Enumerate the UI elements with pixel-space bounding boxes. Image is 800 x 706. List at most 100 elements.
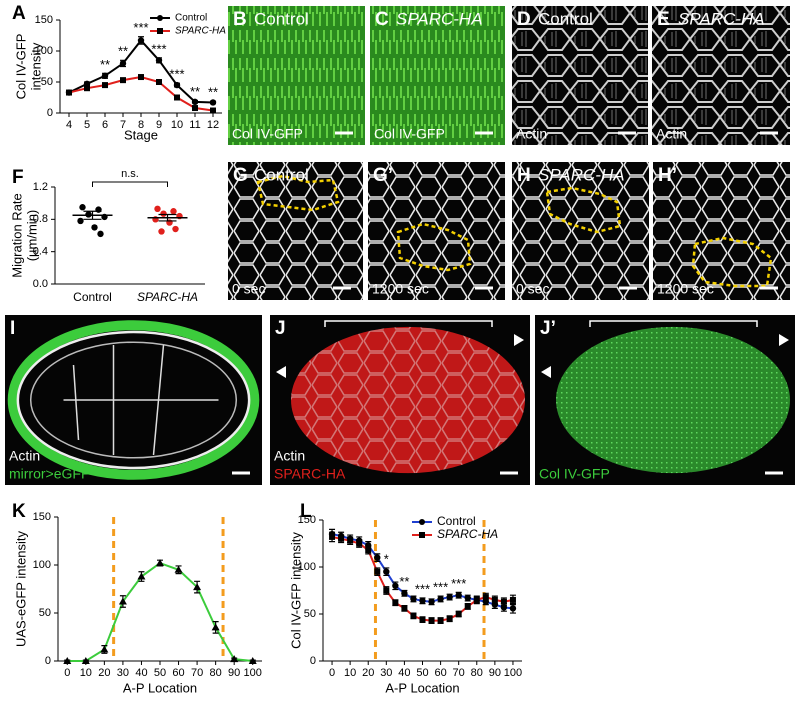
y-tick-label: 0.4 <box>33 246 48 258</box>
panel-letter: G’ <box>373 165 393 186</box>
panel-letter: J’ <box>540 318 556 339</box>
marker <box>383 568 390 575</box>
panel-caption: Actin <box>9 448 40 464</box>
arrowhead <box>514 334 524 346</box>
marker <box>210 107 216 114</box>
panel-title: SPARC-HA <box>396 9 483 28</box>
significance: *** <box>151 41 166 56</box>
marker <box>155 57 163 64</box>
marker <box>84 85 90 92</box>
marker <box>464 603 471 610</box>
x-tick-label: 12 <box>207 119 219 131</box>
x-tick-label: 90 <box>489 667 501 679</box>
significance: *** <box>433 580 448 595</box>
marker <box>173 81 181 89</box>
marker <box>156 79 162 85</box>
image-texture <box>228 162 363 300</box>
y-tick-label: 100 <box>35 45 53 57</box>
marker <box>401 590 408 597</box>
legend-marker <box>157 15 163 21</box>
marker <box>66 89 72 96</box>
y-tick-label: 150 <box>298 514 316 526</box>
panel-letter: G <box>233 165 248 186</box>
panel-caption: mirror>eGFP <box>9 466 90 482</box>
marker <box>410 612 417 619</box>
data-point <box>170 208 177 215</box>
data-point <box>158 228 165 235</box>
egg-outline-green <box>7 320 260 480</box>
marker <box>428 617 435 624</box>
marker <box>174 565 183 573</box>
marker <box>482 594 489 601</box>
x-tick-label: 6 <box>102 119 108 131</box>
x-tick-label: 70 <box>453 667 465 679</box>
egg <box>556 326 790 474</box>
marker <box>81 657 90 664</box>
panel-letter: K <box>12 501 26 522</box>
y-tick-label: 0.8 <box>33 213 48 225</box>
sem-bar <box>158 213 177 222</box>
marker <box>410 595 417 603</box>
marker <box>455 611 462 617</box>
panel-caption: Actin <box>516 126 547 142</box>
legend-marker <box>419 519 425 525</box>
marker <box>446 615 453 622</box>
marker <box>392 582 399 589</box>
significance: ** <box>190 84 200 99</box>
panel-letter: J <box>275 318 286 339</box>
marker <box>329 533 336 540</box>
x-tick-label: 40 <box>398 667 410 679</box>
marker <box>500 598 507 605</box>
marker <box>174 94 180 101</box>
x-axis-label: Stage <box>124 127 158 142</box>
marker <box>101 72 109 80</box>
sem-bar <box>83 210 102 220</box>
marker <box>401 605 408 612</box>
significance: ** <box>118 44 128 59</box>
significance: *** <box>169 67 184 82</box>
egg-cells <box>291 326 525 474</box>
y-tick-label: 0 <box>310 655 316 667</box>
significance: *** <box>133 20 148 35</box>
marker <box>338 535 345 542</box>
y-tick-label: 50 <box>41 76 53 88</box>
marker <box>464 594 471 602</box>
data-point <box>97 230 104 238</box>
panel-letter: B <box>233 9 247 30</box>
image-texture <box>512 6 648 145</box>
significance: * <box>384 551 389 566</box>
marker <box>248 657 257 664</box>
marker <box>191 98 199 106</box>
panel-letter: L <box>300 501 312 522</box>
x-tick-label: 9 <box>156 119 162 131</box>
x-tick-label: 20 <box>98 667 110 679</box>
y-tick-label: 0 <box>45 655 51 667</box>
marker <box>419 597 426 605</box>
legend-marker <box>419 532 425 538</box>
marker <box>156 559 164 567</box>
x-tick-label: 10 <box>344 667 356 679</box>
arrowhead <box>276 366 286 378</box>
marker <box>446 593 453 601</box>
marker <box>138 74 144 81</box>
x-tick-label: 80 <box>210 667 222 679</box>
x-tick-label: 4 <box>66 119 72 131</box>
image-background <box>370 6 505 145</box>
x-tick-label: 70 <box>191 667 203 679</box>
y-tick-label: 50 <box>39 607 51 619</box>
x-tick-label: 100 <box>244 667 262 679</box>
y-axis-label: Migration Rate <box>9 193 24 278</box>
x-tick-label: 80 <box>471 667 483 679</box>
arrowhead <box>541 366 551 378</box>
series-line <box>331 535 514 622</box>
data-point <box>91 224 98 231</box>
y-tick-label: 1.2 <box>33 181 48 193</box>
marker <box>383 587 390 594</box>
marker <box>209 99 217 106</box>
panel-caption: Actin <box>274 448 305 464</box>
y-axis-label: (µm/min) <box>24 210 39 262</box>
marker <box>482 598 490 605</box>
data-point <box>79 204 86 211</box>
x-tick-label: 30 <box>380 667 392 679</box>
